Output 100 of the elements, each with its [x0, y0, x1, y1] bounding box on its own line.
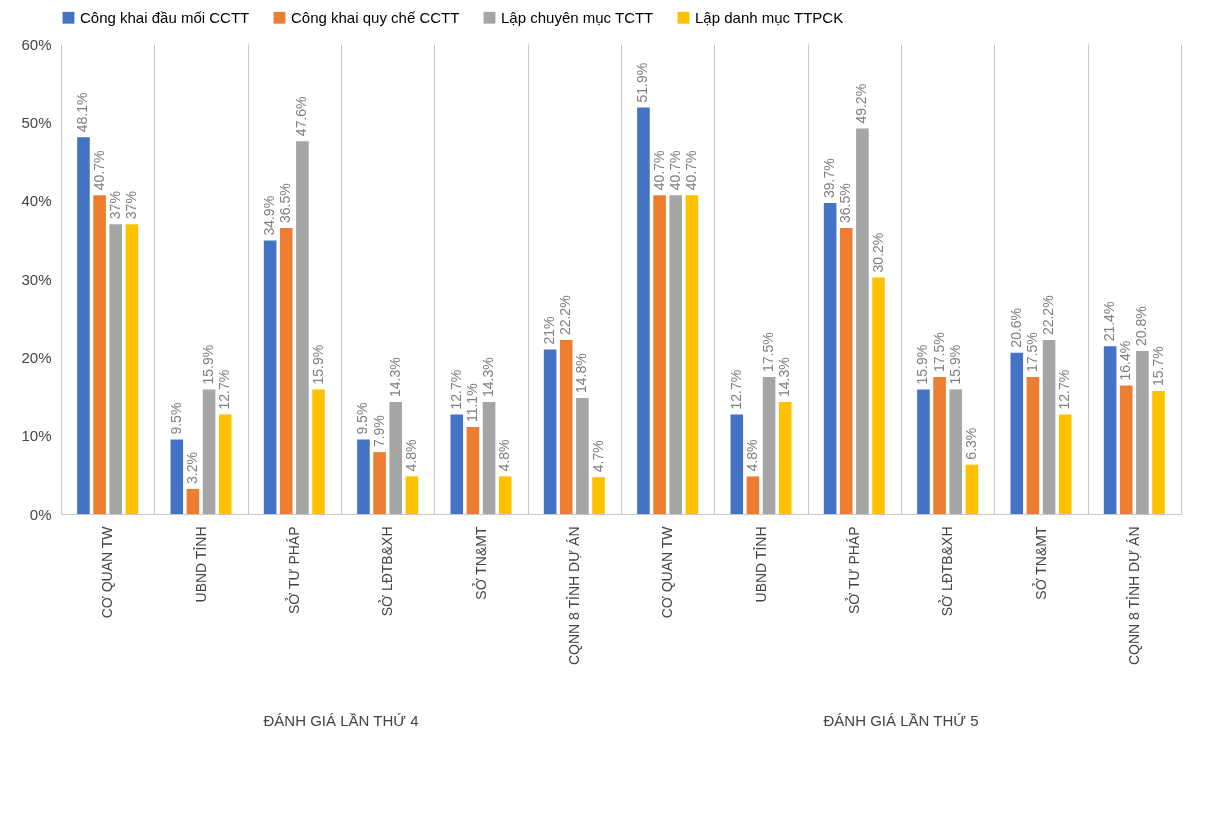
data-label: 40.7%: [666, 150, 683, 191]
legend-label: Công khai đầu mối CCTT: [80, 8, 250, 26]
y-tick-label: 0%: [29, 505, 52, 523]
bar: [1119, 385, 1133, 514]
data-label: 15.9%: [309, 344, 326, 385]
data-label: 15.7%: [1149, 346, 1166, 387]
bar: [933, 376, 946, 514]
data-label: 30.2%: [869, 232, 886, 273]
x-tick-label: SỞ LĐTB&XH: [938, 526, 956, 617]
data-label: 40.7%: [650, 150, 667, 191]
bar: [296, 141, 309, 514]
data-label: 4.8%: [496, 439, 513, 472]
bar: [109, 224, 123, 514]
bar: [1026, 376, 1040, 514]
data-label: 51.9%: [634, 62, 651, 103]
bar: [93, 195, 106, 514]
y-tick-label: 30%: [21, 270, 52, 288]
bar: [77, 137, 90, 514]
bar: [405, 476, 419, 514]
x-tick-label: SỞ TƯ PHÁP: [284, 526, 302, 614]
x-tick-label: CQNN 8 TỈNH DỰ ÁN: [1125, 526, 1142, 665]
data-label: 9.5%: [354, 402, 371, 435]
data-label: 40.7%: [90, 150, 107, 191]
x-tick-label: CQNN 8 TỈNH DỰ ÁN: [565, 526, 582, 665]
data-label: 12.7%: [216, 369, 233, 410]
y-tick-label: 40%: [21, 192, 52, 210]
bar: [125, 224, 139, 514]
data-label: 21.4%: [1101, 301, 1118, 342]
bar: [637, 107, 650, 514]
data-label: 6.3%: [962, 427, 979, 460]
data-label: 15.9%: [946, 344, 963, 385]
bar: [856, 128, 869, 514]
data-label: 4.8%: [402, 439, 419, 472]
bar: [389, 401, 403, 514]
bar: [312, 389, 325, 514]
data-label: 47.6%: [293, 96, 310, 137]
bar: [1103, 346, 1117, 514]
data-label: 12.7%: [727, 369, 744, 410]
data-label: 20.8%: [1133, 306, 1150, 347]
y-tick-label: 10%: [21, 427, 52, 445]
bar: [263, 240, 277, 514]
data-label: 37%: [106, 191, 123, 220]
data-label: 15.9%: [914, 344, 931, 385]
bar: [778, 401, 792, 514]
bar: [669, 195, 683, 514]
legend-label: Lập danh mục TTPCK: [695, 8, 844, 26]
data-label: 12.7%: [1056, 369, 1073, 410]
x-tick-label: CƠ QUAN TW: [99, 525, 116, 619]
data-label: 17.5%: [1023, 332, 1040, 372]
bar: [1058, 414, 1072, 514]
bar: [653, 195, 666, 514]
bar: [559, 340, 573, 514]
data-label: 39.7%: [821, 158, 838, 199]
data-label: 36.5%: [837, 183, 854, 224]
data-label: 22.2%: [1040, 295, 1057, 336]
data-label: 49.2%: [853, 83, 870, 124]
x-tick-label: SỞ TƯ PHÁP: [844, 526, 862, 614]
data-label: 17.5%: [930, 332, 947, 372]
data-label: 17.5%: [760, 332, 777, 372]
bar: [1010, 352, 1024, 514]
bar: [917, 389, 930, 514]
bar: [576, 398, 589, 514]
x-tick-label: UBND TỈNH: [192, 526, 209, 603]
x-tick-label: SỞ LĐTB&XH: [378, 526, 396, 617]
bar: [746, 476, 760, 514]
x-tick-label: SỞ TN&MT: [1031, 526, 1049, 600]
bar: [482, 401, 496, 514]
data-label: 37%: [122, 191, 139, 220]
data-label: 4.8%: [743, 439, 760, 472]
bar: [202, 389, 216, 514]
data-label: 3.2%: [183, 452, 200, 484]
bar: [218, 414, 232, 514]
bar: [949, 389, 963, 514]
legend-label: Lập chuyên mục TCTT: [501, 8, 654, 26]
data-label: 20.6%: [1007, 307, 1024, 348]
y-tick-label: 20%: [21, 348, 52, 366]
bar: [466, 427, 480, 514]
y-tick-label: 50%: [21, 113, 52, 131]
bar: [498, 476, 512, 514]
x-tick-label: SỞ TN&MT: [471, 526, 489, 600]
data-label: 16.4%: [1117, 340, 1134, 381]
bar: [823, 203, 837, 514]
data-label: 9.5%: [167, 402, 184, 435]
bar: [1042, 340, 1056, 514]
x-tick-label: UBND TỈNH: [752, 526, 769, 603]
legend-label: Công khai quy chế CCTT: [291, 8, 460, 26]
data-label: 14.3%: [776, 357, 793, 397]
bar: [170, 439, 184, 514]
bar: [1136, 351, 1149, 514]
bar: [373, 452, 386, 514]
bar: [543, 349, 557, 514]
bar: [592, 477, 605, 514]
data-label: 48.1%: [74, 92, 91, 133]
text: ĐÁNH GIÁ LẦN THỨ 4: [263, 712, 419, 729]
text: ĐÁNH GIÁ LẦN THỨ 5: [823, 712, 979, 729]
bar: [279, 228, 293, 514]
data-label: 7.9%: [370, 415, 387, 448]
y-tick-label: 60%: [21, 35, 52, 53]
data-label: 15.9%: [200, 344, 217, 385]
bar: [1152, 391, 1165, 514]
